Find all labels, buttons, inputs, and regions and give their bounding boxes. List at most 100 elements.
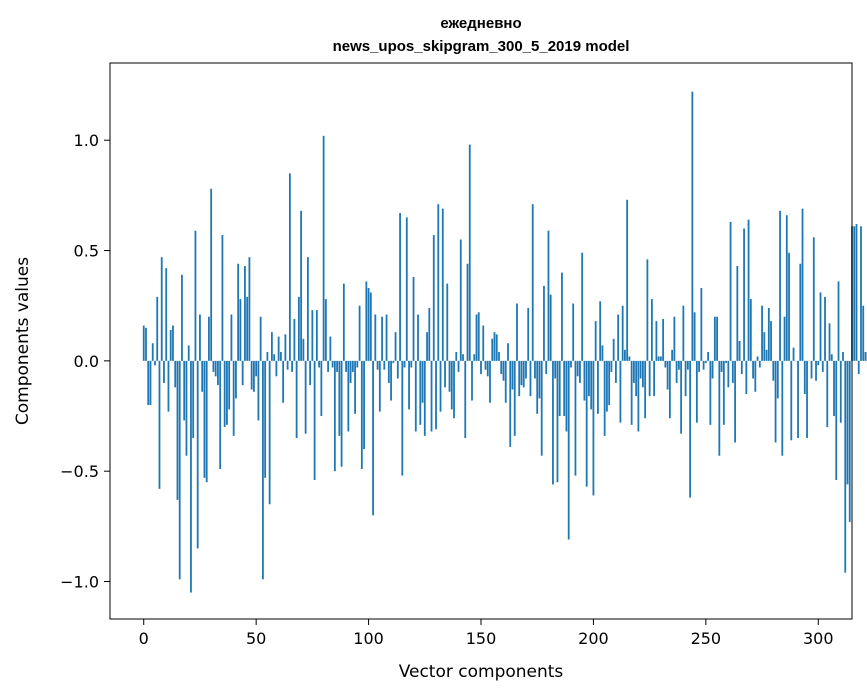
bar xyxy=(149,360,152,405)
bar xyxy=(432,235,435,361)
bar xyxy=(846,360,849,485)
bar xyxy=(736,265,739,361)
bar xyxy=(588,360,590,397)
bar xyxy=(178,360,181,580)
bar xyxy=(855,224,858,361)
y-tick-label: −1.0 xyxy=(60,572,99,591)
bar xyxy=(536,360,539,414)
bar xyxy=(262,360,264,580)
bar xyxy=(217,360,219,386)
bar xyxy=(772,360,775,381)
bar xyxy=(799,263,802,361)
bar xyxy=(473,354,476,361)
bar xyxy=(320,360,323,417)
bar xyxy=(590,360,593,410)
bar xyxy=(556,360,559,483)
bar xyxy=(538,360,541,399)
bar xyxy=(608,360,611,405)
bar xyxy=(194,230,197,361)
bar xyxy=(176,360,179,500)
bar xyxy=(781,360,784,456)
bar xyxy=(830,354,833,361)
bar xyxy=(419,360,422,425)
bar xyxy=(291,360,294,372)
bar xyxy=(430,360,433,432)
bar xyxy=(747,219,750,361)
bar xyxy=(677,360,680,370)
bar xyxy=(226,360,228,425)
bar xyxy=(806,360,808,439)
bar xyxy=(250,360,253,390)
bar xyxy=(671,349,674,361)
bar xyxy=(246,296,249,361)
bar xyxy=(543,285,545,361)
bar xyxy=(498,352,500,361)
bar xyxy=(583,360,586,401)
bar xyxy=(810,360,813,379)
bar xyxy=(743,228,745,361)
bar xyxy=(372,360,374,516)
bar xyxy=(437,204,440,361)
bar xyxy=(783,316,786,361)
bar xyxy=(529,360,532,397)
bar xyxy=(403,360,406,368)
bar xyxy=(653,360,656,397)
bar xyxy=(417,314,419,361)
bar xyxy=(237,263,240,361)
bar xyxy=(765,349,768,361)
bar xyxy=(169,329,172,361)
bar xyxy=(668,360,671,419)
bar xyxy=(304,360,307,434)
bar xyxy=(471,360,473,401)
bar xyxy=(734,360,736,443)
bar xyxy=(758,360,761,368)
bar xyxy=(356,360,359,368)
bar xyxy=(819,292,822,361)
bar xyxy=(835,360,838,480)
bar xyxy=(201,360,204,392)
bar xyxy=(466,263,469,361)
bar xyxy=(405,217,408,361)
bar xyxy=(592,360,595,496)
bar xyxy=(185,360,188,456)
bar xyxy=(286,360,289,370)
bar xyxy=(774,360,777,443)
bar xyxy=(275,360,278,377)
bar xyxy=(333,360,336,472)
bar xyxy=(327,360,329,372)
bar xyxy=(441,208,444,361)
bar xyxy=(482,325,485,361)
bar xyxy=(426,332,428,361)
bar xyxy=(749,299,752,361)
bar xyxy=(518,360,521,397)
bar xyxy=(457,360,460,372)
bar xyxy=(531,204,534,361)
bar xyxy=(493,332,496,361)
bar xyxy=(770,321,772,361)
bar xyxy=(655,321,658,361)
bar xyxy=(408,360,410,410)
bar xyxy=(619,360,622,423)
bar xyxy=(468,144,471,361)
bar xyxy=(574,360,577,476)
bar xyxy=(812,237,815,361)
bar xyxy=(284,334,287,361)
bar xyxy=(797,360,799,439)
bar xyxy=(857,360,860,375)
bar xyxy=(801,208,804,361)
bar xyxy=(792,347,795,361)
bar xyxy=(412,277,415,361)
bar xyxy=(363,360,365,450)
bar xyxy=(565,360,568,432)
x-axis: 0 50 100 150 200 250 300 xyxy=(139,619,834,648)
bar xyxy=(718,360,721,456)
bar xyxy=(693,312,696,361)
bar xyxy=(151,343,154,361)
bar xyxy=(239,299,242,361)
bar xyxy=(214,360,217,377)
bar xyxy=(682,305,685,361)
bar xyxy=(698,360,700,372)
y-tick-label: 0.5 xyxy=(74,242,99,261)
bar xyxy=(293,318,296,361)
bar xyxy=(450,360,453,410)
